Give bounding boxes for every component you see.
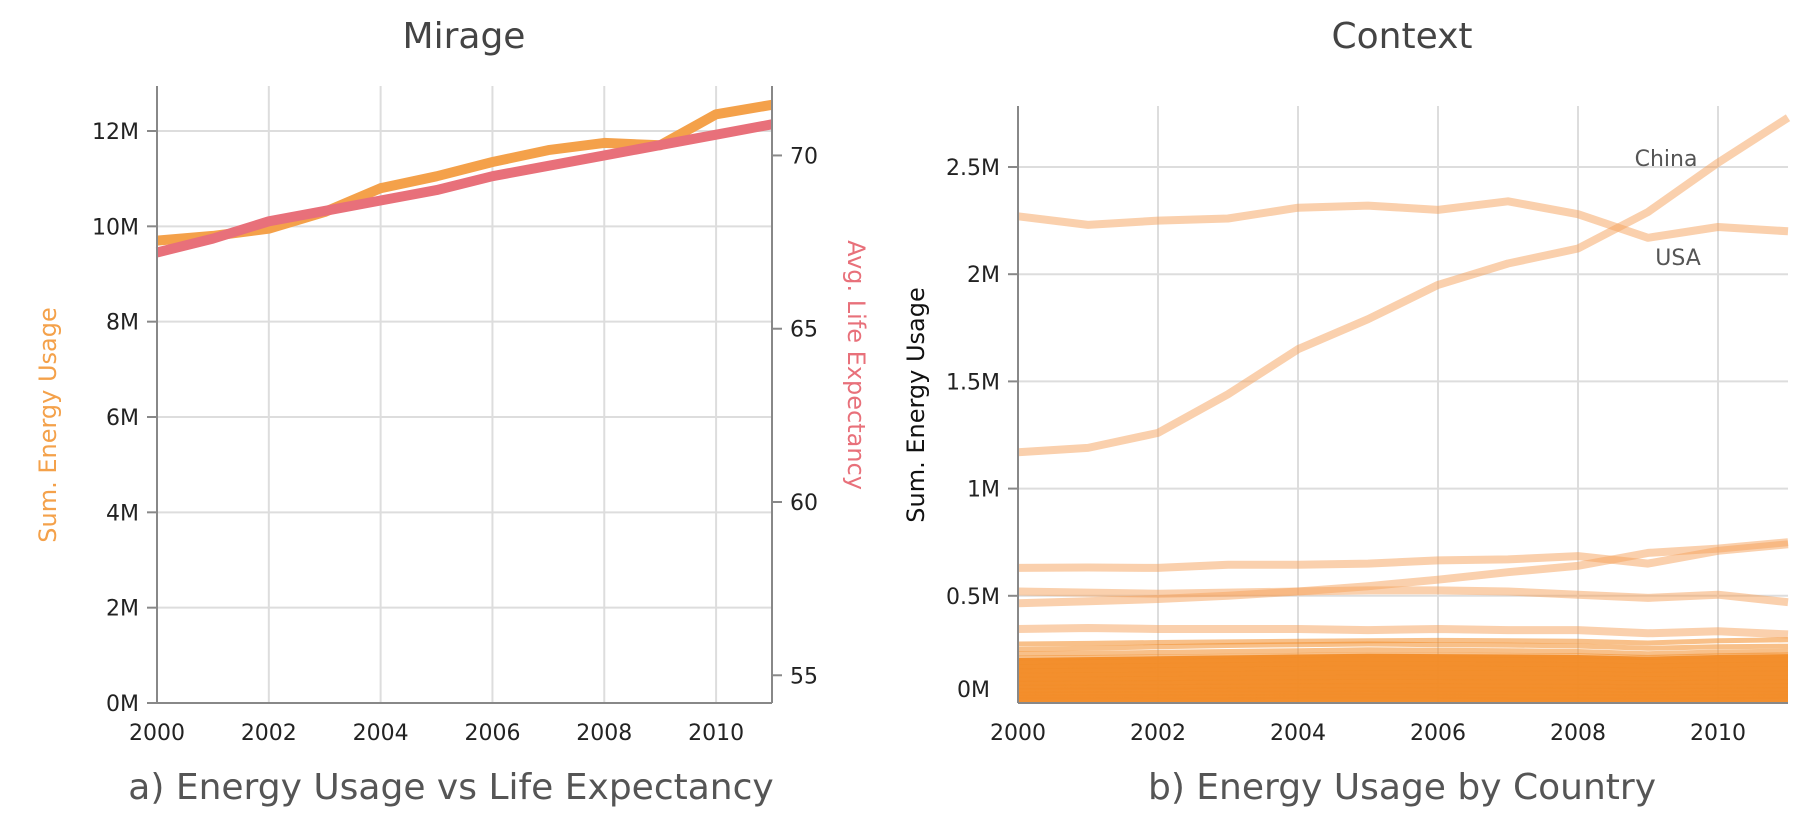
country-line	[1017, 652, 1789, 661]
mirage-left-tick-label: 6M	[106, 406, 139, 431]
mirage-lines	[155, 99, 773, 258]
context-lines	[1017, 114, 1791, 703]
country-line	[1017, 690, 1789, 697]
country-line	[1017, 693, 1789, 700]
country-line	[1017, 624, 1789, 639]
mirage-axes: 0M 2M 4M 6M 8M 10M 12M 2000 2002 2004 2006 2008 2010…	[92, 86, 818, 746]
mirage-grid	[157, 86, 772, 703]
country-line	[1017, 586, 1789, 607]
context-axis-title: Sum. Energy Usage	[902, 287, 930, 523]
mirage-left-tick-label: 12M	[92, 120, 139, 145]
mirage-chart: Mirage 0M 2M 4M 6M 8M 10M 12M 2000 2002 2004 2006 2…	[34, 16, 870, 808]
mirage-caption: a) Energy Usage vs Life Expectancy	[128, 767, 773, 808]
country-line	[1017, 679, 1789, 686]
life-expectancy-line	[155, 119, 773, 258]
mirage-left-axis-title: Sum. Energy Usage	[34, 307, 62, 543]
country-line-china	[1017, 114, 1791, 457]
context-y-tick-label: 1.5M	[946, 370, 1000, 395]
mirage-right-axis-title: Avg. Life Expectancy	[842, 240, 870, 490]
mirage-left-tick-label: 8M	[106, 311, 139, 336]
context-title: Context	[1331, 16, 1472, 57]
mirage-left-tick-label: 2M	[106, 597, 139, 622]
country-line	[1017, 637, 1789, 647]
country-line	[1017, 656, 1789, 665]
mirage-right-tick-label: 70	[790, 144, 818, 169]
context-x-tick-label: 2008	[1550, 721, 1606, 746]
mirage-left-tick-label: 10M	[92, 215, 139, 240]
mirage-left-tick-label: 0M	[106, 692, 139, 717]
country-line	[1017, 647, 1789, 657]
mirage-right-tick-label: 55	[790, 664, 818, 689]
country-line	[1017, 538, 1789, 608]
mirage-right-tick-label: 60	[790, 491, 818, 516]
country-line	[1017, 683, 1789, 690]
context-y-tick-label: 0M	[957, 678, 990, 703]
country-line	[1017, 661, 1789, 670]
mirage-title: Mirage	[403, 16, 526, 57]
energy-usage-line	[156, 99, 773, 246]
mirage-right-tick-label: 65	[790, 318, 818, 343]
context-caption: b) Energy Usage by Country	[1148, 767, 1656, 808]
context-x-tick-label: 2000	[990, 721, 1046, 746]
context-chart: Context 0M 0.5M 1M 1.5M 2M 2.5M 2000 2002 2004 20…	[902, 16, 1791, 808]
country-line	[1017, 665, 1789, 674]
country-line	[1017, 641, 1789, 652]
context-x-tick-label: 2006	[1410, 721, 1466, 746]
context-y-tick-label: 2.5M	[946, 156, 1000, 181]
context-y-tick-label: 0.5M	[946, 585, 1000, 610]
country-line	[1017, 670, 1789, 678]
context-x-tick-label: 2010	[1690, 721, 1746, 746]
country-line	[1017, 687, 1789, 694]
context-y-tick-label: 2M	[967, 263, 1000, 288]
annotation-china: China	[1635, 147, 1698, 172]
mirage-x-tick-label: 2002	[241, 721, 297, 746]
mirage-x-tick-label: 2004	[353, 721, 409, 746]
country-line-usa	[1017, 197, 1789, 242]
annotation-usa: USA	[1655, 246, 1701, 271]
mirage-x-tick-label: 2008	[576, 721, 632, 746]
context-y-tick-label: 1M	[967, 478, 1000, 503]
context-x-tick-label: 2004	[1270, 721, 1326, 746]
country-line	[1017, 540, 1789, 572]
mirage-x-tick-label: 2000	[129, 721, 185, 746]
country-line	[1017, 674, 1789, 682]
context-x-tick-label: 2002	[1130, 721, 1186, 746]
mirage-x-tick-label: 2010	[688, 721, 744, 746]
mirage-left-tick-label: 4M	[106, 501, 139, 526]
mirage-x-tick-label: 2006	[464, 721, 520, 746]
context-axes: 0M 0.5M 1M 1.5M 2M 2.5M 2000 2002 2004 2006 2008 20…	[946, 106, 1788, 746]
